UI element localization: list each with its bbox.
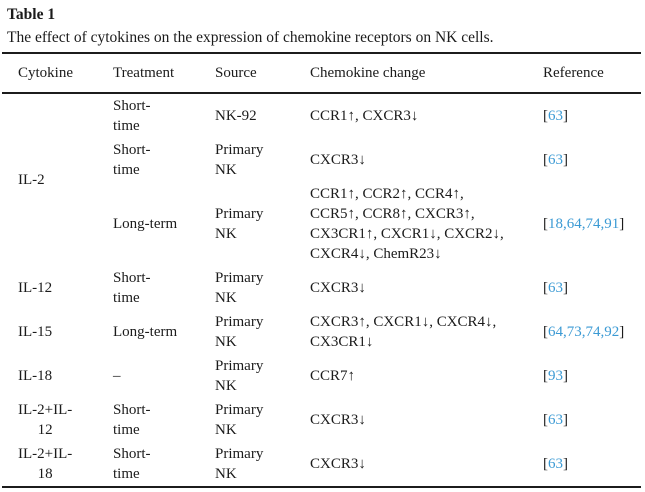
citation-link[interactable]: 64: [566, 216, 582, 232]
table-row: IL-15 Long-term Primary NK CXCR3↑, CXCR1↓, …: [2, 310, 641, 354]
citation-link[interactable]: 74: [585, 324, 601, 340]
reference-open-bracket: [: [543, 324, 548, 340]
reference-open-bracket: [: [543, 412, 548, 428]
source-cell: Primary NK: [215, 142, 264, 178]
reference-open-bracket: [: [543, 216, 548, 232]
source-cell: Primary NK: [215, 402, 264, 438]
reference-open-bracket: [: [543, 108, 548, 124]
cytokine-cell: IL-2+IL- 18: [2, 442, 97, 487]
cytokine-label: IL-15: [18, 324, 53, 340]
chemokine-change-cell: CXCR3↓: [310, 456, 366, 472]
reference-close-bracket: ]: [563, 280, 568, 296]
treatment-cell: –: [113, 368, 121, 384]
citation-link[interactable]: 18: [548, 216, 563, 232]
reference-cell: [64,73,74,92]: [527, 310, 641, 354]
citation-separator: ,: [581, 216, 586, 232]
treatment-cell: Short- time: [113, 142, 151, 178]
citation-link[interactable]: 64: [548, 324, 563, 340]
treatment-cell: Short- time: [113, 446, 151, 482]
table-row: IL-18 – Primary NK CCR7↑ [93]: [2, 354, 641, 398]
source-cell: Primary NK: [215, 314, 264, 350]
reference-close-bracket: ]: [563, 152, 568, 168]
chemokine-change-cell: CCR1↑, CCR2↑, CCR4↑, CCR5↑, CCR8↑, CXCR3…: [310, 186, 504, 262]
citation-link[interactable]: 92: [604, 324, 620, 340]
citation-separator: ,: [563, 216, 567, 232]
reference-cell: [63]: [527, 93, 641, 138]
reference-cell: [63]: [527, 138, 641, 182]
citation-separator: ,: [600, 216, 605, 232]
col-header-treatment: Treatment: [97, 53, 199, 94]
chemokine-change-cell: CCR7↑: [310, 368, 356, 384]
reference-close-bracket: ]: [563, 368, 568, 384]
source-cell: Primary NK: [215, 446, 264, 482]
citation-separator: ,: [581, 324, 586, 340]
cytokine-label: IL-2+IL- 18: [18, 446, 73, 482]
chemokine-change-cell: CCR1↑, CXCR3↓: [310, 108, 419, 124]
citation-link[interactable]: 63: [548, 412, 563, 428]
citation-link[interactable]: 63: [548, 280, 563, 296]
paper-table-figure: Table 1 The effect of cytokines on the e…: [0, 5, 645, 488]
reference-cell: [63]: [527, 266, 641, 310]
reference-open-bracket: [: [543, 152, 548, 168]
chemokine-change-cell: CXCR3↓: [310, 152, 366, 168]
treatment-cell: Short- time: [113, 270, 151, 306]
citation-separator: ,: [563, 324, 567, 340]
citation-link[interactable]: 63: [548, 108, 563, 124]
reference-close-bracket: ]: [619, 324, 625, 340]
cytokine-label: IL-18: [18, 368, 53, 384]
reference-open-bracket: [: [543, 280, 548, 296]
cytokine-cell: IL-2+IL- 12: [2, 398, 97, 442]
cytokine-cell: IL-18: [2, 354, 97, 398]
reference-close-bracket: ]: [563, 108, 568, 124]
table-title: Table 1: [7, 6, 56, 23]
col-header-reference: Reference: [527, 53, 641, 94]
table-body: IL-2 Short- time NK-92 CCR1↑, CXCR3↓ [63] Sho…: [2, 93, 641, 487]
cytokine-label: IL-12: [18, 280, 53, 296]
reference-open-bracket: [: [543, 368, 548, 384]
citation-link[interactable]: 93: [548, 368, 563, 384]
citation-link[interactable]: 63: [548, 456, 563, 472]
reference-close-bracket: ]: [563, 412, 568, 428]
cytokine-cell: IL-2: [2, 93, 97, 266]
col-header-cytokine: Cytokine: [2, 53, 97, 94]
treatment-cell: Short- time: [113, 98, 151, 134]
reference-cell: [93]: [527, 354, 641, 398]
citation-link[interactable]: 91: [604, 216, 620, 232]
col-header-chemokine-change: Chemokine change: [294, 53, 527, 94]
citation-link[interactable]: 73: [566, 324, 582, 340]
source-cell: Primary NK: [215, 358, 264, 394]
source-cell: NK-92: [215, 108, 257, 124]
reference-cell: [63]: [527, 442, 641, 487]
cytokine-cell: IL-15: [2, 310, 97, 354]
table-caption: The effect of cytokines on the expressio…: [7, 29, 494, 46]
treatment-cell: Long-term: [113, 324, 178, 340]
cytokine-label: IL-2+IL- 12: [18, 402, 73, 438]
reference-open-bracket: [: [543, 456, 548, 472]
reference-cell: [18,64,74,91]: [527, 182, 641, 266]
treatment-cell: Short- time: [113, 402, 151, 438]
table-row: IL-2 Short- time NK-92 CCR1↑, CXCR3↓ [63]: [2, 93, 641, 188]
chemokine-change-cell: CXCR3↓: [310, 412, 366, 428]
table-row: IL-12 Short- time Primary NK CXCR3↓ [63]: [2, 266, 641, 310]
cytokine-table: Cytokine Treatment Source Chemokine chan…: [2, 52, 641, 488]
cytokine-label: IL-2: [18, 172, 45, 188]
source-cell: Primary NK: [215, 206, 264, 242]
reference-close-bracket: ]: [563, 456, 568, 472]
chemokine-change-cell: CXCR3↑, CXCR1↓, CXCR4↓, CX3CR1↓: [310, 314, 497, 350]
citation-separator: ,: [600, 324, 605, 340]
reference-cell: [63]: [527, 398, 641, 442]
reference-close-bracket: ]: [619, 216, 625, 232]
treatment-cell: Long-term: [113, 216, 178, 232]
citation-link[interactable]: 74: [585, 216, 601, 232]
table-row: Long-term Primary NK CCR1↑, CCR2↑, CCR4↑, …: [2, 182, 641, 266]
col-header-source: Source: [199, 53, 294, 94]
citation-link[interactable]: 63: [548, 152, 563, 168]
header-row: Cytokine Treatment Source Chemokine chan…: [2, 53, 641, 94]
table-row: IL-2+IL- 12 Short- time Primary NK CXCR3↓ [6…: [2, 398, 641, 442]
source-cell: Primary NK: [215, 270, 264, 306]
chemokine-change-cell: CXCR3↓: [310, 280, 366, 296]
table-row: Short- time Primary NK CXCR3↓ [63]: [2, 138, 641, 182]
cytokine-cell: IL-12: [2, 266, 97, 310]
table-row: IL-2+IL- 18 Short- time Primary NK CXCR3↓ [6…: [2, 442, 641, 487]
